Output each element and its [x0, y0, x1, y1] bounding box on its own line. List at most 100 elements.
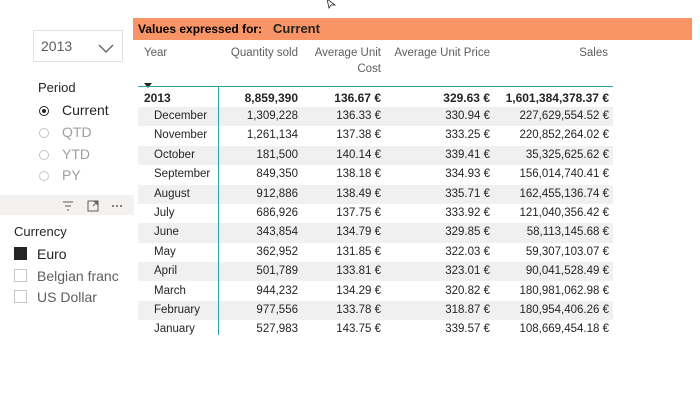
banner-label: Values expressed for:	[138, 22, 263, 36]
cell-sales: 180,954,406.26 €	[519, 303, 609, 316]
cell-row-label: January	[154, 323, 195, 336]
period-option-label: Current	[62, 102, 109, 118]
cell-average-unit-cost: 140.14 €	[336, 148, 381, 161]
table-row[interactable]: August 912,886 138.49 € 335.71 € 162,455,136…	[138, 184, 613, 204]
cell-average-unit-cost: 137.75 €	[336, 206, 381, 219]
table-row[interactable]: November 1,261,134 137.38 € 333.25 € 220,852…	[138, 126, 613, 145]
radio-button-icon[interactable]	[39, 128, 49, 138]
checkbox-icon[interactable]	[14, 269, 27, 282]
column-header-cost-line1: Average Unit	[314, 47, 381, 59]
column-header-cost-line2: Cost	[357, 63, 381, 75]
table-row[interactable]: September 849,350 138.18 € 334.93 € 156,014,…	[138, 165, 613, 184]
table-row[interactable]: October 181,500 140.14 € 339.41 € 35,325,625…	[138, 145, 613, 166]
cell-row-label: March	[154, 284, 186, 297]
cell-average-unit-cost: 137.38 €	[336, 129, 381, 142]
filter-icon[interactable]	[62, 199, 74, 217]
currency-option-us-dollar[interactable]: US Dollar	[14, 288, 144, 306]
cell-average-unit-price: 330.94 €	[445, 109, 490, 122]
column-header-sales[interactable]: Sales	[579, 47, 608, 59]
cell-row-label: November	[154, 129, 208, 142]
cell-average-unit-cost: 134.79 €	[336, 226, 381, 239]
cell-average-unit-price: 333.25 €	[445, 129, 490, 142]
cell-quantity-sold: 944,232	[256, 284, 298, 297]
table-row[interactable]: January 527,983 143.75 € 339.57 € 108,669,45…	[138, 320, 613, 339]
visual-header-bar	[0, 195, 134, 215]
cell-sales: 121,040,356.42 €	[519, 206, 609, 219]
banner-value: Current	[273, 21, 320, 36]
cell-average-unit-cost: 138.18 €	[336, 168, 381, 181]
column-header-year[interactable]: Year	[144, 47, 168, 59]
cell-quantity-sold: 1,309,228	[246, 109, 298, 122]
focus-mode-icon[interactable]	[87, 199, 99, 217]
table-row[interactable]: December 1,309,228 136.33 € 330.94 € 227,629…	[138, 106, 613, 127]
column-header-average-unit-cost[interactable]: Average Unit Cost	[315, 45, 381, 77]
table-row[interactable]: April 501,789 133.81 € 323.01 € 90,041,528.4…	[138, 262, 613, 282]
cell-sales: 59,307,103.07 €	[525, 245, 609, 258]
cell-row-label: July	[154, 206, 175, 219]
table-row[interactable]: March 944,232 134.29 € 320.82 € 180,981,062.…	[138, 282, 613, 301]
cell-average-unit-price: 333.92 €	[445, 206, 490, 219]
cell-average-unit-price: 318.87 €	[445, 303, 490, 316]
table-row[interactable]: May 362,952 131.85 € 322.03 € 59,307,103.07 …	[138, 243, 613, 262]
currency-option-label: US Dollar	[37, 289, 97, 305]
cell-average-unit-price: 329.63 €	[443, 90, 490, 105]
table-row[interactable]: February 977,556 133.78 € 318.87 € 180,954,4…	[138, 300, 613, 321]
cell-row-label: 2013	[144, 90, 171, 105]
year-dropdown-value: 2013	[41, 38, 73, 54]
cell-sales: 35,325,625.62 €	[525, 148, 609, 161]
cell-row-label: October	[154, 148, 195, 161]
currency-option-belgian-franc[interactable]: Belgian franc	[14, 267, 144, 285]
cell-average-unit-cost: 131.85 €	[336, 245, 381, 258]
cell-row-label: September	[154, 168, 211, 181]
cell-row-label: May	[154, 245, 176, 258]
cell-row-label: April	[154, 265, 178, 278]
checkbox-icon[interactable]	[14, 247, 27, 260]
period-option-py[interactable]: PY	[39, 167, 139, 185]
cell-average-unit-price: 320.82 €	[445, 284, 490, 297]
period-option-ytd[interactable]: YTD	[39, 146, 139, 164]
cell-row-label: February	[154, 303, 201, 316]
cell-row-label: August	[154, 187, 190, 200]
radio-button-icon[interactable]	[39, 171, 49, 181]
cell-quantity-sold: 501,789	[256, 265, 298, 278]
chevron-down-icon[interactable]	[98, 41, 114, 59]
period-option-label: QTD	[62, 124, 92, 140]
sort-descending-icon[interactable]	[144, 76, 152, 94]
table-row[interactable]: July 686,926 137.75 € 333.92 € 121,040,356.4…	[138, 204, 613, 223]
cell-quantity-sold: 527,983	[256, 323, 298, 336]
checkbox-icon[interactable]	[14, 290, 27, 303]
cell-average-unit-price: 339.57 €	[445, 323, 490, 336]
cell-average-unit-cost: 136.67 €	[334, 90, 381, 105]
cell-row-label: December	[154, 109, 208, 122]
currency-option-euro[interactable]: Euro	[14, 245, 144, 263]
cell-average-unit-cost: 134.29 €	[336, 284, 381, 297]
cell-average-unit-price: 335.71 €	[445, 187, 490, 200]
cell-sales: 58,113,145.68 €	[526, 226, 609, 239]
period-option-current[interactable]: Current	[39, 102, 139, 120]
table-row[interactable]: June 343,854 134.79 € 329.85 € 58,113,145.68…	[138, 223, 613, 243]
radio-button-icon[interactable]	[39, 150, 49, 160]
cell-average-unit-price: 329.85 €	[445, 226, 490, 239]
currency-option-label: Belgian franc	[37, 268, 119, 284]
cell-average-unit-price: 334.93 €	[445, 168, 490, 181]
cell-average-unit-cost: 133.81 €	[336, 265, 381, 278]
period-option-qtd[interactable]: QTD	[39, 124, 139, 142]
cell-sales: 1,601,384,378.37 €	[505, 90, 609, 105]
cell-average-unit-cost: 143.75 €	[336, 323, 381, 336]
table-total-row[interactable]: 2013 8,859,390 136.67 € 329.63 € 1,601,384,3…	[138, 88, 613, 107]
cell-sales: 90,041,528.49 €	[525, 265, 609, 278]
cell-sales: 227,629,554.52 €	[519, 109, 609, 122]
column-header-average-unit-price[interactable]: Average Unit Price	[394, 47, 490, 59]
cell-quantity-sold: 181,500	[256, 148, 298, 161]
radio-button-icon[interactable]	[39, 106, 49, 116]
header-divider	[138, 86, 613, 87]
more-options-icon[interactable]	[111, 199, 123, 217]
cell-sales: 156,014,740.41 €	[519, 168, 609, 181]
cell-sales: 108,669,454.18 €	[519, 323, 609, 336]
cell-average-unit-cost: 138.49 €	[336, 187, 381, 200]
column-header-quantity-sold[interactable]: Quantity sold	[230, 47, 298, 59]
row-header-divider	[218, 87, 219, 335]
cell-average-unit-cost: 133.78 €	[336, 303, 381, 316]
cell-sales: 220,852,264.02 €	[519, 129, 609, 142]
year-dropdown[interactable]: 2013	[33, 30, 123, 62]
